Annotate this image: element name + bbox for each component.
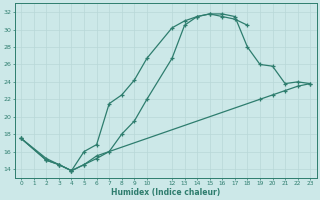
X-axis label: Humidex (Indice chaleur): Humidex (Indice chaleur) <box>111 188 220 197</box>
